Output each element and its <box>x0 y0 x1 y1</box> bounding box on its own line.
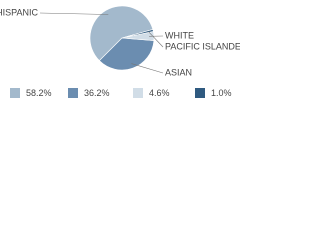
slice-label: ASIAN <box>165 67 192 77</box>
leader-line <box>148 31 164 48</box>
legend-value: 36.2% <box>84 88 110 98</box>
leader-line <box>131 63 164 74</box>
slice-label: HISPANIC <box>0 7 38 17</box>
legend-swatch <box>68 88 78 98</box>
legend-swatch <box>195 88 205 98</box>
legend-swatch <box>133 88 143 98</box>
pie-slice <box>98 37 155 71</box>
legend-value: 4.6% <box>149 88 170 98</box>
slice-label: WHITE <box>165 30 194 40</box>
pie-slice <box>121 29 154 39</box>
legend-value: 1.0% <box>211 88 232 98</box>
slice-label: PACIFIC ISLANDER <box>165 41 240 51</box>
legend-value: 58.2% <box>26 88 52 98</box>
pie-slice <box>89 5 154 62</box>
legend-swatch <box>10 88 20 98</box>
leader-line <box>39 12 109 15</box>
